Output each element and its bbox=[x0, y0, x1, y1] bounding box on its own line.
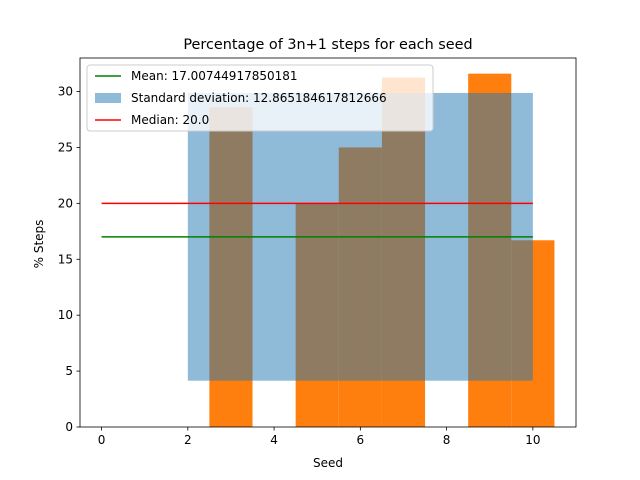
y-tick-label-25: 25 bbox=[58, 140, 73, 154]
x-tick-label-2: 2 bbox=[184, 433, 192, 447]
legend-std-deviation-swatch bbox=[95, 93, 121, 103]
y-tick-label-5: 5 bbox=[65, 364, 73, 378]
x-axis-label: Seed bbox=[313, 456, 343, 470]
x-tick-label-0: 0 bbox=[98, 433, 106, 447]
y-tick-label-0: 0 bbox=[65, 420, 73, 434]
y-tick-label-15: 15 bbox=[58, 252, 73, 266]
chart-title: Percentage of 3n+1 steps for each seed bbox=[183, 37, 472, 53]
x-tick-label-8: 8 bbox=[443, 433, 451, 447]
y-tick-label-20: 20 bbox=[58, 196, 73, 210]
plot-area: 0 2 4 6 8 10 0 5 10 15 20 25 30 Mean: 17.007449178501… bbox=[58, 57, 577, 447]
x-tick-label-6: 6 bbox=[357, 433, 365, 447]
axes-frame bbox=[79, 57, 577, 428]
x-tick-label-10: 10 bbox=[525, 433, 540, 447]
x-tick-label-4: 4 bbox=[270, 433, 278, 447]
y-tick-label-10: 10 bbox=[58, 308, 73, 322]
legend-std-deviation-label: Standard deviation: 12.865184617812666 bbox=[131, 91, 387, 105]
legend-box bbox=[86, 64, 434, 132]
y-tick-label-30: 30 bbox=[58, 85, 73, 99]
y-axis-label: % Steps bbox=[32, 220, 46, 269]
legend-mean-label: Mean: 17.00744917850181 bbox=[131, 69, 298, 83]
legend-median-label: Median: 20.0 bbox=[131, 113, 209, 127]
